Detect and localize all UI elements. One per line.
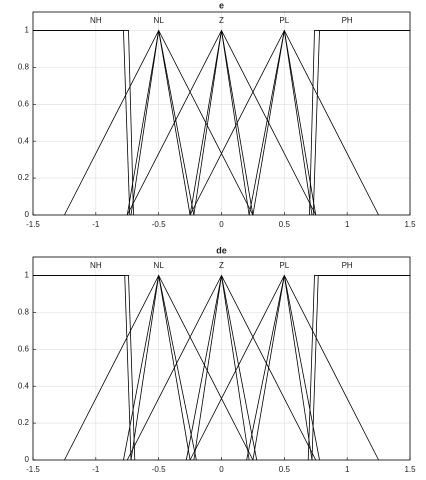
mf-label: Z	[219, 16, 224, 25]
membership-line	[33, 30, 134, 216]
membership-line	[130, 30, 195, 216]
mf-label: PL	[279, 261, 289, 270]
chart-title: e	[219, 0, 224, 10]
membership-line	[130, 275, 197, 461]
mf-label: NH	[90, 261, 102, 270]
membership-line	[248, 30, 313, 216]
membership-line	[307, 275, 410, 461]
y-tick-label: 0	[25, 210, 30, 219]
x-tick-label: 1.5	[404, 220, 416, 229]
x-tick-label: -1	[92, 220, 100, 229]
membership-line	[309, 30, 410, 216]
plot-frame	[32, 11, 411, 216]
x-tick-label: 0	[219, 220, 224, 229]
mf-label: NH	[90, 16, 102, 25]
y-tick-label: 0.2	[18, 418, 30, 427]
membership-line	[33, 30, 131, 216]
mf-label: PH	[342, 261, 353, 270]
y-tick-label: 0.6	[18, 99, 30, 108]
y-tick-label: 1	[25, 26, 30, 35]
y-tick-label: 0.6	[18, 344, 30, 353]
mf-label: PL	[279, 16, 289, 25]
membership-line	[33, 275, 136, 461]
mf-label: PH	[342, 16, 353, 25]
x-tick-label: -1	[92, 465, 100, 474]
y-tick-label: 0.4	[18, 136, 30, 145]
y-tick-label: 0	[25, 455, 30, 464]
x-tick-label: 1	[345, 465, 350, 474]
x-tick-label: 0.5	[279, 465, 291, 474]
membership-line	[33, 275, 132, 461]
plot-frame	[32, 256, 411, 461]
x-tick-label: -1.5	[26, 220, 40, 229]
membership-line	[193, 30, 250, 216]
x-tick-label: 1.5	[404, 465, 416, 474]
x-tick-label: -0.5	[152, 465, 166, 474]
chart-title: de	[216, 245, 227, 255]
mf-label: NL	[154, 16, 165, 25]
membership-line	[312, 30, 410, 216]
y-tick-label: 0.8	[18, 62, 30, 71]
y-tick-label: 0.8	[18, 307, 30, 316]
mf-label: Z	[219, 261, 224, 270]
mf-label: NL	[154, 261, 165, 270]
x-tick-label: 0	[219, 465, 224, 474]
x-tick-label: 0.5	[279, 220, 291, 229]
x-tick-label: -0.5	[152, 220, 166, 229]
x-tick-label: 1	[345, 220, 350, 229]
y-tick-label: 0.4	[18, 381, 30, 390]
y-tick-label: 1	[25, 271, 30, 280]
x-tick-label: -1.5	[26, 465, 40, 474]
y-tick-label: 0.2	[18, 173, 30, 182]
membership-line	[311, 275, 410, 461]
membership-line	[193, 275, 250, 461]
membership-line	[246, 275, 313, 461]
